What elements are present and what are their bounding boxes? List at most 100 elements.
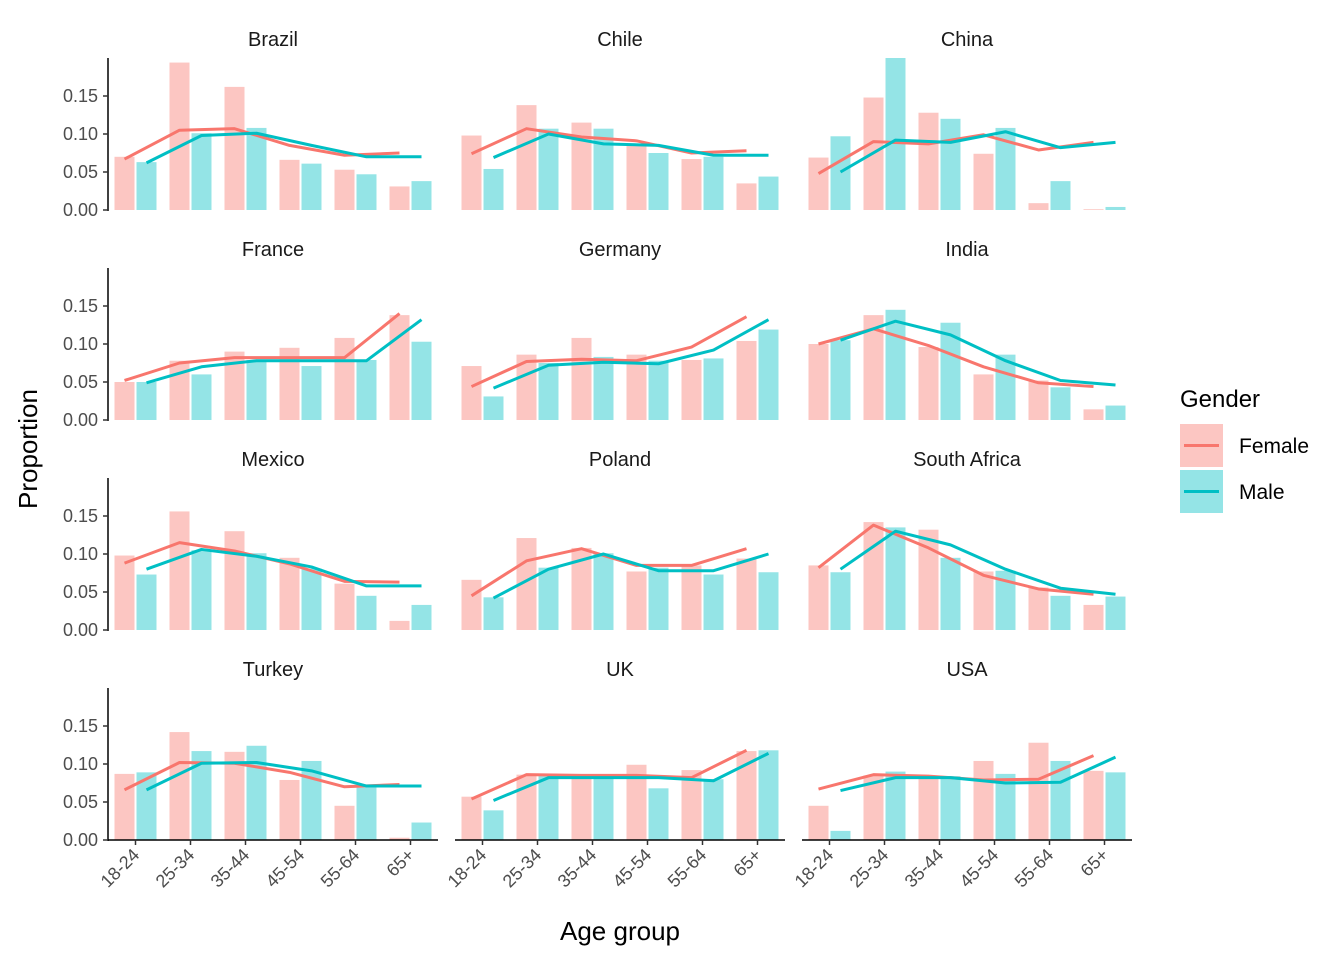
line-male <box>492 752 770 802</box>
y-tick-label: 0.05 <box>63 582 98 602</box>
bar-male <box>648 567 669 630</box>
line-male <box>492 132 769 159</box>
bar-male <box>830 830 851 840</box>
bar-female <box>863 775 884 840</box>
bar-female <box>279 557 300 630</box>
bar-male <box>1105 405 1126 420</box>
bar-female <box>808 805 829 840</box>
facet-title: China <box>941 29 994 51</box>
y-tick-label: 0.15 <box>63 86 98 106</box>
legend-title: Gender <box>1180 386 1260 413</box>
bar-female <box>461 366 482 420</box>
bar-female <box>918 112 939 210</box>
y-tick-label: 0.15 <box>63 296 98 316</box>
bar-female <box>461 796 482 840</box>
y-tick-label: 0.10 <box>63 124 98 144</box>
bar-male <box>483 168 504 210</box>
bar-male <box>411 341 432 420</box>
bar-male <box>703 574 724 630</box>
bar-male <box>301 568 322 630</box>
legend: Gender Female Male <box>1180 386 1309 513</box>
line-female <box>123 760 400 792</box>
bar-female <box>973 153 994 210</box>
x-tick-label: 35-44 <box>207 845 254 892</box>
bar-female <box>973 760 994 840</box>
y-tick-label: 0.00 <box>63 620 98 640</box>
bar-female <box>1028 742 1049 840</box>
bar-female <box>918 529 939 630</box>
x-tick-label: 55-64 <box>1011 845 1058 892</box>
facet-panel: Poland <box>461 449 779 630</box>
bar-female <box>516 105 537 210</box>
y-tick-label: 0.10 <box>63 334 98 354</box>
facet-panel: France 0.00 0.05 0.10 0.15 <box>63 239 432 430</box>
facet-title: France <box>242 239 304 261</box>
line-female <box>470 315 748 388</box>
bar-female <box>114 555 135 630</box>
bar-female <box>114 773 135 840</box>
bar-male <box>483 810 504 840</box>
line-female <box>817 523 1094 596</box>
bar-female <box>1083 409 1104 420</box>
bar-female <box>736 558 757 630</box>
x-tick-label: 55-64 <box>664 845 711 892</box>
facet-panel: Chile <box>461 29 779 210</box>
bar-male <box>703 779 724 840</box>
bar-female <box>863 315 884 420</box>
bar-male <box>411 181 432 210</box>
bar-female <box>114 382 135 420</box>
facet-panel: Mexico 0.00 0.05 0.10 0.15 <box>63 449 432 640</box>
facet-title: Germany <box>579 239 661 261</box>
bar-male <box>940 118 961 210</box>
bar-female <box>389 837 410 840</box>
bar-male <box>356 787 377 840</box>
bar-female <box>973 374 994 420</box>
legend-label: Female <box>1239 435 1309 458</box>
bar-female <box>808 157 829 210</box>
bar-female <box>169 511 190 630</box>
bar-male <box>703 358 724 420</box>
x-tick-label: 45-54 <box>262 845 309 892</box>
bar-male <box>411 604 432 630</box>
bar-female <box>918 777 939 840</box>
bar-female <box>571 122 592 210</box>
bar-male <box>356 595 377 630</box>
bar-female <box>681 770 702 840</box>
bar-female <box>626 145 647 210</box>
bar-male <box>1050 387 1071 420</box>
facet-panel: Turkey 0.00 0.05 0.10 0.15 18-24 25-34 35-44 45-… <box>63 659 438 891</box>
line-female <box>817 133 1094 175</box>
bar-female <box>1083 209 1104 210</box>
line-male <box>840 755 1117 793</box>
line-male <box>492 552 769 600</box>
line-male <box>146 318 423 385</box>
bar-male <box>648 360 669 420</box>
line-female <box>470 748 748 801</box>
bar-male <box>703 156 724 210</box>
bar-male <box>1105 206 1126 210</box>
bar-female <box>681 159 702 210</box>
bar-male <box>1050 181 1071 210</box>
bar-male <box>538 567 559 630</box>
x-tick-label: 25-34 <box>152 845 199 892</box>
bar-female <box>736 751 757 840</box>
bar-female <box>571 778 592 840</box>
bar-male <box>136 382 157 420</box>
line-male <box>145 131 422 165</box>
facet-panel: UK 18-24 25-34 35-44 45-54 55-64 65+ <box>444 659 785 891</box>
bar-female <box>224 351 245 420</box>
x-tick-label: 55-64 <box>317 845 364 892</box>
bar-female <box>736 340 757 420</box>
y-tick-label: 0.00 <box>63 200 98 220</box>
bar-male <box>1105 596 1126 630</box>
bar-male <box>356 359 377 420</box>
bar-male <box>136 772 157 840</box>
x-tick-label: 18-24 <box>444 845 491 892</box>
y-tick-label: 0.05 <box>63 162 98 182</box>
facet-title: South Africa <box>913 449 1022 471</box>
bar-female <box>918 347 939 420</box>
bar-male <box>483 597 504 630</box>
facet-panel: USA 18-24 25-34 35-44 45-54 55-64 65+ <box>791 659 1132 891</box>
x-tick-label: 25-34 <box>499 845 546 892</box>
